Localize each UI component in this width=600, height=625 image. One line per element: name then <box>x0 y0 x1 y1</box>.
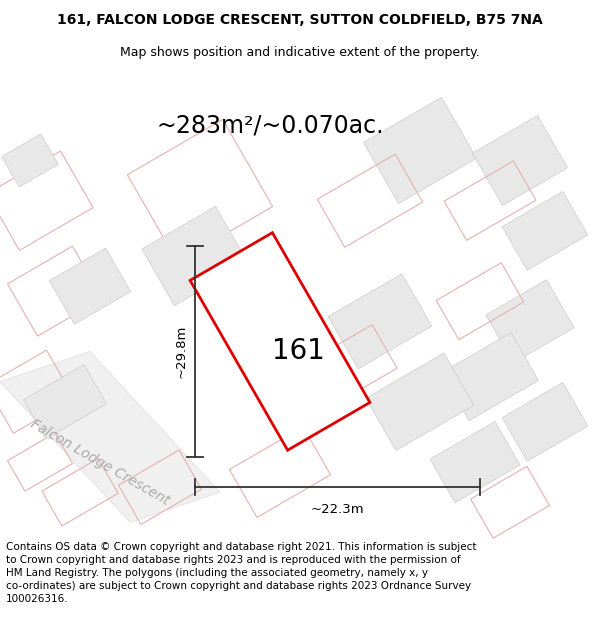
Text: ~22.3m: ~22.3m <box>311 503 364 516</box>
Polygon shape <box>2 134 58 187</box>
Text: 161, FALCON LODGE CRESCENT, SUTTON COLDFIELD, B75 7NA: 161, FALCON LODGE CRESCENT, SUTTON COLDF… <box>57 12 543 27</box>
Text: Map shows position and indicative extent of the property.: Map shows position and indicative extent… <box>120 46 480 59</box>
Polygon shape <box>23 364 107 439</box>
Polygon shape <box>49 248 131 324</box>
Polygon shape <box>430 421 520 502</box>
Polygon shape <box>0 351 220 522</box>
Polygon shape <box>190 232 370 450</box>
Polygon shape <box>486 280 574 363</box>
Text: 161: 161 <box>272 338 325 366</box>
Text: ~283m²/~0.070ac.: ~283m²/~0.070ac. <box>156 113 384 138</box>
Polygon shape <box>502 382 588 461</box>
Text: Contains OS data © Crown copyright and database right 2021. This information is : Contains OS data © Crown copyright and d… <box>6 542 476 604</box>
Polygon shape <box>142 206 248 306</box>
Polygon shape <box>328 274 432 369</box>
Polygon shape <box>364 98 476 204</box>
Polygon shape <box>473 116 568 206</box>
Polygon shape <box>502 191 588 270</box>
Text: ~29.8m: ~29.8m <box>175 325 187 378</box>
Polygon shape <box>366 353 474 451</box>
Polygon shape <box>442 332 538 421</box>
Text: Falcon Lodge Crescent: Falcon Lodge Crescent <box>28 416 172 508</box>
